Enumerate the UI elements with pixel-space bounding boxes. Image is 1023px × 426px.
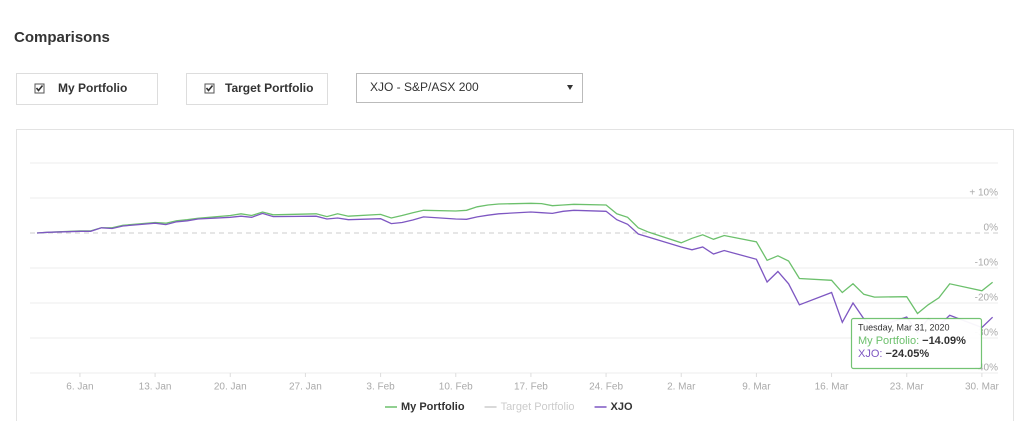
series-line bbox=[36, 202, 994, 315]
legend-label: Target Portfolio bbox=[501, 401, 575, 413]
tooltip-value: −24.05% bbox=[885, 348, 929, 360]
legend-item[interactable]: XJO bbox=[594, 401, 633, 413]
x-tick-label: 20. Jan bbox=[214, 382, 247, 393]
legend-item[interactable]: Target Portfolio bbox=[484, 401, 575, 413]
x-tick-label: 27. Jan bbox=[289, 382, 322, 393]
checkbox-label: My Portfolio bbox=[58, 81, 127, 95]
y-tick-label: -20% bbox=[975, 293, 998, 304]
y-tick-label: + 10% bbox=[969, 188, 998, 199]
x-tick-label: 9. Mar bbox=[742, 382, 771, 393]
x-tick-label: 13. Jan bbox=[139, 382, 172, 393]
tooltip-value: −14.09% bbox=[922, 335, 966, 347]
x-tick-label: 24. Feb bbox=[589, 382, 623, 393]
y-tick-label: 0% bbox=[984, 223, 999, 234]
x-tick-label: 16. Mar bbox=[815, 382, 850, 393]
legend-label: My Portfolio bbox=[401, 401, 465, 413]
x-tick-label: 30. Mar bbox=[965, 382, 1000, 393]
chart-panel bbox=[16, 129, 1014, 426]
x-tick-label: 6. Jan bbox=[66, 382, 93, 393]
x-tick-label: 23. Mar bbox=[890, 382, 925, 393]
checkbox-target-portfolio[interactable]: Target Portfolio bbox=[186, 73, 328, 105]
chart: + 10% 0% -10% -20% -30% -40% 6. Jan 13. Jan 20. … bbox=[30, 162, 1000, 413]
check-mark bbox=[35, 85, 44, 92]
y-tick-label: -40% bbox=[975, 363, 998, 374]
checkbox-label: Target Portfolio bbox=[225, 81, 313, 95]
series-line bbox=[36, 209, 994, 334]
tooltip-name: XJO: bbox=[858, 348, 882, 360]
check-mark bbox=[205, 85, 214, 92]
tooltip-date: Tuesday, Mar 31, 2020 bbox=[858, 322, 950, 332]
tooltip: Tuesday, Mar 31, 2020 My Portfolio: −14.09… bbox=[850, 317, 983, 370]
checkbox-my-portfolio[interactable]: My Portfolio bbox=[16, 73, 158, 105]
x-tick-label: 3. Feb bbox=[366, 382, 395, 393]
tooltip-box bbox=[850, 317, 983, 370]
dropdown-box bbox=[356, 73, 583, 103]
legend-label: XJO bbox=[611, 401, 633, 413]
legend-item[interactable]: My Portfolio bbox=[385, 401, 465, 413]
checkbox-box bbox=[186, 73, 328, 105]
dropdown-arrow bbox=[567, 85, 573, 90]
dropdown-label: XJO - S&P/ASX 200 bbox=[370, 80, 479, 94]
x-tick-label: 10. Feb bbox=[439, 382, 473, 393]
y-tick-label: -10% bbox=[975, 258, 998, 269]
dropdown[interactable]: XJO - S&P/ASX 200 bbox=[356, 73, 583, 103]
y-tick-label: -30% bbox=[975, 328, 998, 339]
title: Comparisons bbox=[14, 29, 110, 46]
x-tick-label: 17. Feb bbox=[514, 382, 548, 393]
x-tick-label: 2. Mar bbox=[667, 382, 696, 393]
tooltip-name: My Portfolio: bbox=[858, 335, 919, 347]
